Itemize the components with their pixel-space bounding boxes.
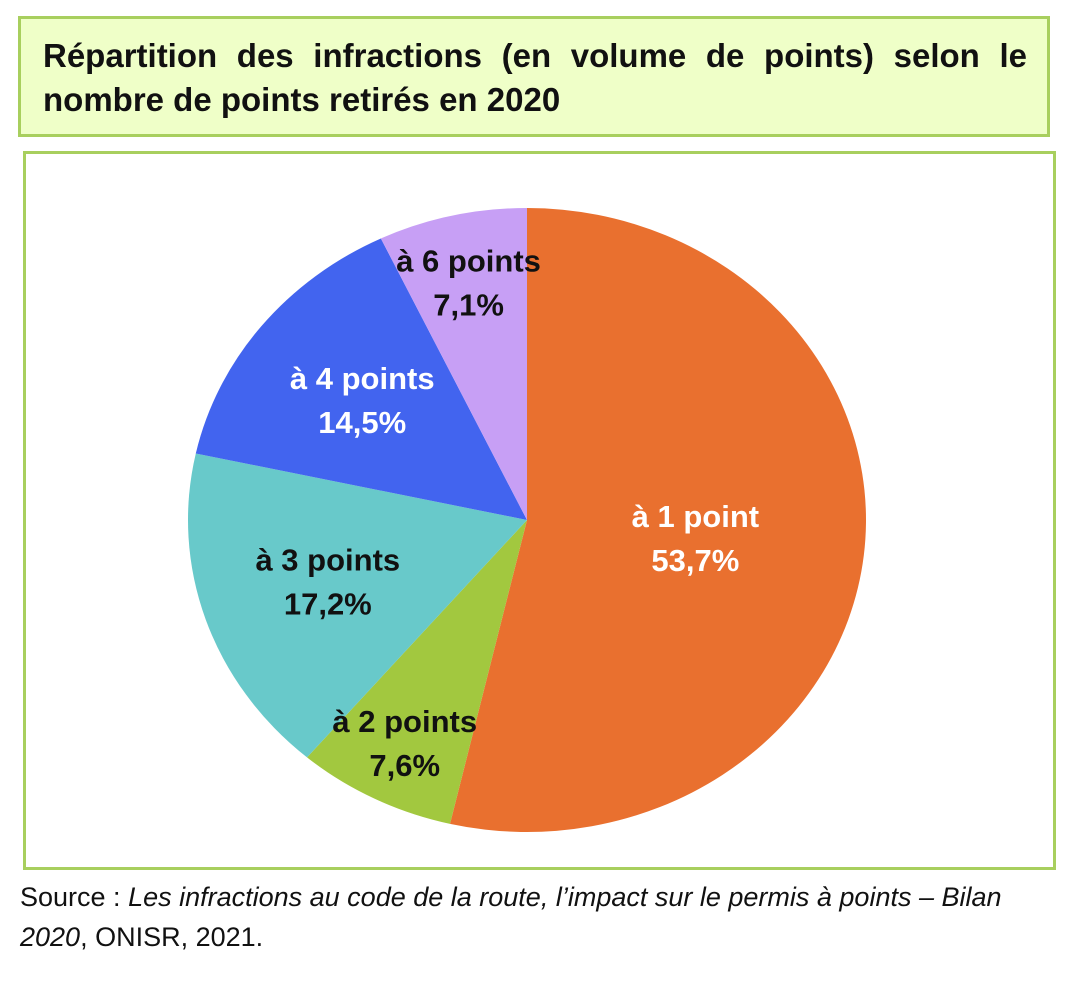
slice-value-label-4: 14,5% xyxy=(318,405,406,440)
slice-value-label-3: 17,2% xyxy=(284,587,372,622)
slice-label-1: à 1 point xyxy=(632,499,759,534)
pie-slice-2 xyxy=(307,520,527,824)
chart-title: Répartition des infractions (en volume d… xyxy=(43,37,1027,118)
slice-label-2: à 2 points xyxy=(332,704,477,739)
pie-chart: à 1 point 53,7% à 2 points 7,6% à 3 points 17… xyxy=(188,208,867,833)
slice-value-label-2: 7,6% xyxy=(369,748,440,783)
chart-title-box: Répartition des infractions (en volume d… xyxy=(18,16,1050,137)
slice-value-label-1: 53,7% xyxy=(651,543,739,578)
source-publisher: , ONISR, 2021. xyxy=(80,922,264,952)
slice-label-5: à 6 points xyxy=(396,244,541,279)
source-note: Source : Les infractions au code de la r… xyxy=(20,877,1065,957)
source-prefix: Source : xyxy=(20,882,129,912)
pie-slice-5 xyxy=(380,208,527,520)
slice-value-label-5: 7,1% xyxy=(433,288,504,323)
pie-slice-3 xyxy=(188,453,527,758)
pie-slice-1 xyxy=(450,208,867,833)
slice-label-4: à 4 points xyxy=(290,361,435,396)
slice-label-3: à 3 points xyxy=(255,543,400,578)
pie-slice-4 xyxy=(195,238,528,520)
source-publication-title: Les infractions au code de la route, l’i… xyxy=(20,882,1002,952)
chart-frame: à 1 point 53,7% à 2 points 7,6% à 3 points 17… xyxy=(23,151,1056,870)
